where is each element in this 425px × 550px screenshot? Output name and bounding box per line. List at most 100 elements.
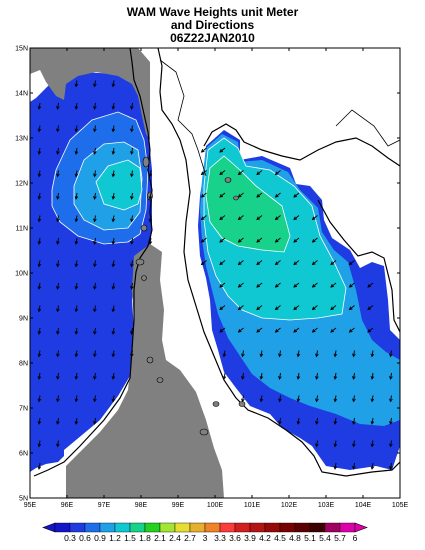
colorbar-swatch [309, 522, 326, 533]
direction-arrow [274, 327, 281, 333]
direction-arrow [37, 237, 42, 245]
direction-arrow [219, 192, 226, 198]
direction-arrow [274, 305, 281, 311]
direction-arrow [315, 395, 319, 403]
direction-arrow [274, 237, 281, 243]
direction-arrow [37, 372, 42, 380]
direction-arrow [56, 215, 60, 223]
colorbar-swatch [189, 522, 206, 533]
colorbar-label: 2.4 [169, 533, 181, 543]
direction-arrow [311, 260, 318, 266]
direction-arrow [200, 147, 207, 153]
direction-arrow [219, 170, 226, 176]
direction-arrow [37, 440, 42, 448]
direction-arrow [93, 102, 97, 110]
colorbar-label: 1.5 [124, 533, 136, 543]
direction-arrow [311, 282, 318, 288]
direction-arrow [111, 327, 116, 335]
direction-arrow [241, 350, 245, 358]
direction-arrow [296, 395, 301, 403]
direction-arrow [56, 125, 60, 133]
direction-arrow [256, 192, 263, 198]
direction-arrow [274, 282, 281, 288]
colorbar-swatch [69, 522, 86, 533]
coastline-west [33, 48, 153, 477]
direction-arrow [37, 192, 42, 200]
direction-arrow [200, 170, 207, 176]
direction-arrow [93, 192, 97, 200]
direction-arrow [74, 395, 79, 403]
direction-arrow [278, 350, 282, 358]
direction-arrow [278, 417, 282, 425]
direction-arrow [74, 102, 79, 110]
direction-arrow [93, 147, 97, 155]
direction-arrow [111, 125, 116, 133]
colorbar-swatch [204, 522, 221, 533]
direction-arrow [256, 215, 263, 221]
direction-arrow [37, 125, 42, 133]
direction-arrow [74, 327, 79, 335]
lon-tick-label: 99E [172, 502, 185, 509]
direction-arrow [370, 395, 375, 403]
coastline-gulf-north [203, 123, 400, 167]
lon-tick-label: 97E [98, 502, 111, 509]
colorbar-label: 3 [203, 533, 208, 543]
colorbar-label: 0.9 [94, 533, 106, 543]
lat-tick-label: 9N [19, 316, 28, 323]
colorbar-label: 0.6 [79, 533, 91, 543]
direction-arrow [370, 440, 375, 448]
direction-arrow [333, 350, 338, 358]
direction-arrow [37, 327, 42, 335]
cambodia-land [324, 166, 400, 330]
direction-arrow [148, 237, 153, 245]
colorbar-swatch [144, 522, 161, 533]
lat-tick-label: 10N [15, 271, 28, 278]
direction-arrow [130, 170, 134, 178]
direction-arrow [278, 395, 282, 403]
direction-arrow [315, 417, 319, 425]
colorbar-swatch [234, 522, 251, 533]
direction-arrow [311, 215, 318, 221]
direction-arrow [200, 192, 207, 198]
direction-arrow [74, 125, 79, 133]
direction-arrow [111, 372, 116, 380]
direction-arrow [56, 260, 60, 268]
lat-tick-label: 5N [19, 496, 28, 503]
islands [135, 156, 246, 436]
colorbar-label: 2.7 [184, 533, 196, 543]
direction-arrow [370, 462, 375, 470]
direction-arrow [333, 440, 338, 448]
direction-arrow [237, 327, 244, 333]
wave-direction-arrows [37, 80, 393, 470]
direction-arrow [219, 260, 226, 266]
colorbar-swatch [279, 522, 296, 533]
direction-arrow [130, 327, 134, 335]
direction-arrow [293, 282, 300, 288]
lat-tick-label: 13N [15, 136, 28, 143]
direction-arrow [130, 192, 134, 200]
direction-arrow [237, 305, 244, 311]
colorbar-label: 1.2 [109, 533, 121, 543]
direction-arrow [237, 215, 244, 221]
direction-arrow [367, 327, 374, 333]
colorbar-label: 0.3 [64, 533, 76, 543]
direction-arrow [130, 102, 134, 110]
direction-arrow [74, 305, 79, 313]
direction-arrow [56, 350, 60, 358]
direction-arrow [330, 327, 337, 333]
direction-arrow [148, 170, 153, 178]
direction-arrow [293, 260, 300, 266]
colorbar-label: 6 [353, 533, 358, 543]
colorbar-label: 5.7 [334, 533, 346, 543]
direction-arrow [348, 305, 355, 311]
direction-arrow [37, 282, 42, 290]
direction-arrow [237, 192, 244, 198]
direction-arrow [237, 170, 244, 176]
direction-arrow [352, 440, 356, 448]
colorbar-label: 4.2 [259, 533, 271, 543]
direction-arrow [219, 215, 226, 221]
direction-arrow [315, 350, 319, 358]
direction-arrow [241, 372, 245, 380]
lat-tick-label: 8N [19, 361, 28, 368]
